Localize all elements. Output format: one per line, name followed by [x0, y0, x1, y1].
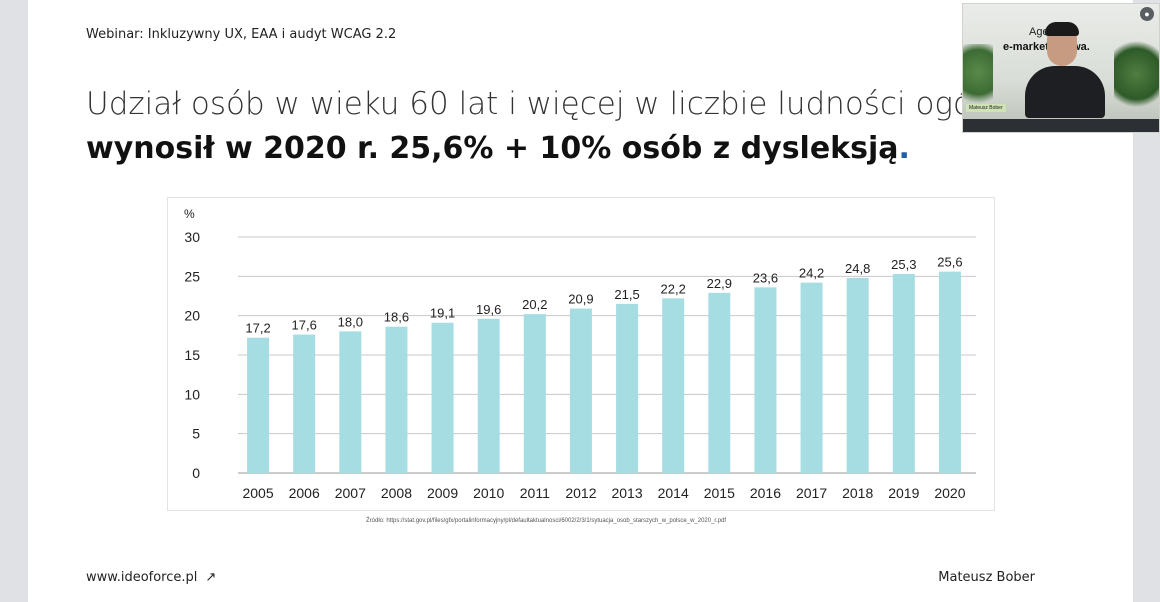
speaker-hair	[1045, 22, 1079, 36]
y-tick-label: 0	[192, 465, 200, 481]
plant-left	[963, 44, 993, 114]
x-tick-label: 2020	[934, 485, 965, 501]
speaker-name-tag: Mateusz Bober	[966, 104, 1006, 112]
bar	[708, 292, 731, 473]
bar	[247, 337, 270, 473]
x-tick-label: 2018	[842, 485, 873, 501]
bar	[385, 326, 408, 473]
title-bold-text: wynosił w 2020 r. 25,6% + 10% osób z dys…	[86, 131, 899, 166]
bar	[523, 314, 546, 473]
bar	[569, 308, 592, 473]
footer-author: Mateusz Bober	[938, 570, 1035, 585]
footer-link-text[interactable]: www.ideoforce.pl	[86, 570, 198, 585]
y-tick-label: 25	[184, 268, 200, 284]
bar-chart: % 0 5 10 15 20 25 30 17,2 2005 17,6 2006 18,0 2007 18,…	[184, 207, 976, 501]
x-tick-label: 2012	[565, 485, 596, 501]
bar-value-label: 23,6	[753, 270, 778, 285]
bar-value-label: 18,0	[338, 314, 363, 329]
bar-value-label: 19,6	[476, 302, 501, 317]
slide: Webinar: Inkluzywny UX, EAA i audyt WCAG…	[28, 0, 1133, 602]
x-tick-label: 2005	[242, 485, 273, 501]
bar	[477, 318, 500, 473]
x-tick-label: 2010	[473, 485, 504, 501]
bar-value-label: 21,5	[614, 287, 639, 302]
y-tick-label: 5	[192, 426, 200, 442]
bar	[339, 331, 362, 473]
bar-value-label: 17,2	[245, 321, 270, 336]
y-axis-label: %	[184, 207, 195, 221]
bar-value-label: 24,8	[845, 261, 870, 276]
bar	[616, 303, 639, 473]
bar-value-label: 20,2	[522, 297, 547, 312]
bar	[846, 277, 869, 473]
title-accent-dot: .	[898, 131, 910, 166]
external-link-arrow-icon: ↗	[205, 570, 217, 585]
slide-title-line-1: Udział osób w wieku 60 lat i więcej w li…	[86, 86, 1031, 122]
bar	[431, 322, 454, 473]
y-tick-label: 10	[184, 386, 200, 402]
bar	[938, 271, 961, 473]
plant-right	[1114, 34, 1159, 114]
x-tick-label: 2015	[704, 485, 735, 501]
pin-icon[interactable]: ●	[1140, 7, 1154, 21]
y-tick-label: 15	[184, 347, 200, 363]
chart-source: Źródło: https://stat.gov.pl/files/gfx/po…	[366, 518, 727, 524]
bar	[800, 282, 823, 473]
speaker-body	[1025, 66, 1105, 118]
x-tick-label: 2009	[427, 485, 458, 501]
footer-link[interactable]: www.ideoforce.pl ↗	[86, 570, 216, 585]
bar-value-label: 24,2	[799, 266, 824, 281]
bar	[892, 273, 915, 473]
x-tick-label: 2007	[335, 485, 366, 501]
speaker-video: Agencja e-marketingowa. Mateusz Bober	[962, 3, 1160, 133]
bar-value-label: 19,1	[430, 306, 455, 321]
bar-value-label: 22,9	[707, 276, 732, 291]
bar-value-label: 25,3	[891, 257, 916, 272]
x-tick-label: 2017	[796, 485, 827, 501]
bar-value-label: 18,6	[384, 310, 409, 325]
bar	[754, 287, 777, 473]
y-tick-label: 20	[184, 308, 200, 324]
webinar-header: Webinar: Inkluzywny UX, EAA i audyt WCAG…	[86, 27, 397, 42]
bar	[293, 334, 316, 473]
x-tick-label: 2013	[611, 485, 642, 501]
bar-value-label: 22,2	[661, 281, 686, 296]
desk	[963, 119, 1159, 132]
chart-container: % 0 5 10 15 20 25 30 17,2 2005 17,6 2006 18,0 2007 18,…	[167, 197, 995, 511]
x-tick-label: 2019	[888, 485, 919, 501]
x-tick-label: 2014	[658, 485, 689, 501]
x-tick-label: 2008	[381, 485, 412, 501]
bar-value-label: 20,9	[568, 292, 593, 307]
x-tick-label: 2011	[520, 485, 550, 501]
x-tick-label: 2016	[750, 485, 781, 501]
x-tick-label: 2006	[289, 485, 320, 501]
y-tick-label: 30	[184, 229, 200, 245]
bar	[662, 298, 685, 473]
bar-value-label: 17,6	[292, 318, 317, 333]
bar-value-label: 25,6	[937, 255, 962, 270]
slide-title-line-2: wynosił w 2020 r. 25,6% + 10% osób z dys…	[86, 131, 910, 166]
